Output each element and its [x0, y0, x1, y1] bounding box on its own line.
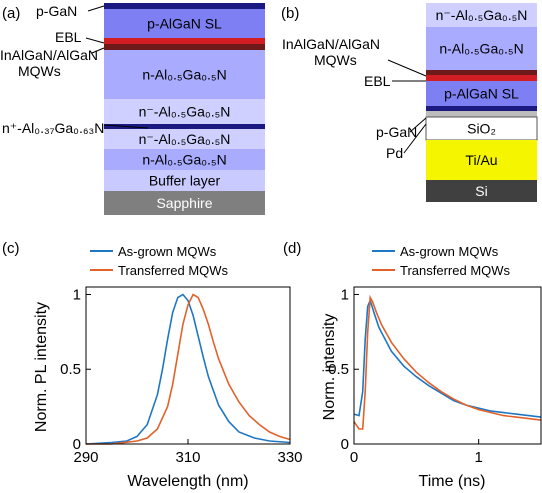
panel-c-legend: As-grown MQWs Transferred MQWs: [90, 244, 229, 278]
a-layer-10: [104, 191, 265, 215]
panel_c-xtick-0: 290: [73, 449, 98, 466]
a-layer-label-4: n-Al₀.₅Ga₀.₅N: [142, 67, 226, 83]
panel-b-tag: (b): [281, 5, 299, 22]
a-layer-4: [104, 50, 265, 99]
a-layer-7: [104, 129, 265, 149]
panel_c-ytick-1: 0.5: [60, 361, 81, 378]
panel-a-tag: (a): [2, 5, 20, 22]
callout-pd: Pd: [386, 145, 403, 161]
panel-d-legend: As-grown MQWs Transferred MQWs: [372, 244, 511, 278]
panel_c-ytick-0: 0: [73, 436, 81, 453]
panel_d-series-as-grown: [353, 298, 542, 418]
layer-stack-a: p-AlGaN SL n-Al₀.₅Ga₀.₅N n⁻-Al₀.₅Ga₀.₅N n⁻-…: [104, 3, 265, 215]
a-layer-8: [104, 149, 265, 170]
b-layer-5: [426, 106, 537, 111]
callout-n-plus-algan: n⁺-Al₀.₃₇Ga₀.₆₃N: [2, 120, 104, 136]
legend-transferred-c: Transferred MQWs: [118, 263, 229, 278]
b-layer-label-7: SiO₂: [467, 121, 496, 137]
a-layer-label-9: Buffer layer: [149, 173, 221, 189]
panel_d-axes-frame: [353, 286, 542, 445]
panel_d-xtick-1: 1: [474, 449, 482, 466]
panel-d-tag: (d): [283, 240, 301, 257]
callout-p-gan-a: p-GaN: [36, 3, 77, 19]
a-layer-label-1: p-AlGaN SL: [147, 16, 222, 32]
callout-mqw-b-line1: InAlGaN/AlGaN: [282, 36, 380, 52]
a-layer-6: [104, 124, 265, 129]
panel-a: (a) p-AlGaN SL n-Al₀.₅Ga₀.₅N n⁻-Al₀.₅Ga₀.₅…: [0, 3, 265, 215]
b-layer-label-0: n⁻-Al₀.₅Ga₀.₅N: [436, 7, 528, 23]
b-layer-label-4: p-AlGaN SL: [444, 86, 519, 102]
callout-line-pd: [403, 123, 427, 154]
b-layer-6: [426, 111, 537, 117]
b-layer-label-9: Si: [475, 183, 487, 199]
a-layer-label-8: n-Al₀.₅Ga₀.₅N: [142, 152, 226, 168]
callout-line-p-gan-b: [409, 117, 427, 133]
callout-mqw-a-line2: MQWs: [18, 63, 61, 79]
panel_d-ytick-2: 1: [341, 286, 349, 303]
panel_d-series-transferred: [353, 294, 542, 430]
callout-p-gan-b: p-GaN: [376, 124, 417, 140]
callout-line-p-gan-a: [87, 5, 105, 12]
a-layer-label-10: Sapphire: [156, 195, 212, 211]
b-layer-2: [426, 70, 537, 75]
panel_d-ytick-1: 0.5: [328, 361, 349, 378]
layer-stack-b: n⁻-Al₀.₅Ga₀.₅N n-Al₀.₅Ga₀.₅N p-AlGaN SL SiO…: [425, 3, 538, 202]
a-layer-0: [104, 3, 265, 9]
b-layer-label-8: Ti/Au: [465, 152, 497, 168]
b-layer-4: [426, 81, 537, 106]
panel-c: (c) Norm. PL intensity Wavelength (nm) A…: [2, 240, 303, 490]
legend-transferred-d: Transferred MQWs: [400, 263, 511, 278]
callout-ebl-a: EBL: [55, 29, 82, 45]
b-layer-9: [426, 180, 537, 202]
panel-d-ylabel: Norm. intensity: [321, 314, 338, 421]
b-layer-3: [426, 75, 537, 81]
panel_c-xtick-2: 330: [277, 449, 302, 466]
legend-as-grown-d: As-grown MQWs: [400, 244, 499, 259]
callout-mqw-a-line1: InAlGaN/AlGaN: [0, 47, 98, 63]
legend-as-grown-c: As-grown MQWs: [118, 244, 217, 259]
panel_c-series-transferred: [86, 293, 291, 445]
panel-d: (d) Norm. intensity Time (ns) As-grown M…: [283, 240, 542, 490]
a-layer-3: [104, 44, 265, 50]
a-layer-label-5: n⁻-Al₀.₅Ga₀.₅N: [139, 104, 231, 120]
a-layer-9: [104, 170, 265, 191]
callout-ebl-b: EBL: [364, 73, 391, 89]
panel-c-xlabel: Wavelength (nm): [127, 473, 248, 490]
panel-b: (b) n⁻-Al₀.₅Ga₀.₅N n-Al₀.₅Ga₀.₅N p-AlGaN S…: [281, 3, 538, 202]
a-layer-2: [104, 38, 265, 44]
a-layer-5: [104, 99, 265, 124]
panel_c-series-as-grown: [85, 293, 291, 445]
a-layer-1: [104, 9, 265, 38]
panel-c-tag: (c): [2, 240, 20, 257]
callout-line-n-plus: [103, 124, 149, 129]
panel_c-ytick-2: 1: [73, 286, 81, 303]
panel_c-axes-frame: [85, 286, 291, 445]
panel-d-xlabel: Time (ns): [419, 473, 486, 490]
callout-mqw-b-line2: MQWs: [314, 52, 357, 68]
panel_c-xtick-1: 310: [175, 449, 200, 466]
callout-line-mqw-b: [387, 59, 427, 77]
callout-line-mqw-a: [91, 47, 105, 54]
b-layer-0: [426, 3, 537, 27]
callout-line-ebl-a: [85, 37, 105, 44]
panel_d-ytick-0: 0: [341, 436, 349, 453]
b-layer-8: [426, 140, 537, 180]
panel-c-ylabel: Norm. PL intensity: [33, 302, 50, 432]
b-layer-label-1: n-Al₀.₅Ga₀.₅N: [439, 41, 523, 57]
b-layer-1: [426, 27, 537, 70]
panel_d-xtick-0: 0: [350, 449, 358, 466]
a-layer-label-7: n⁻-Al₀.₅Ga₀.₅N: [139, 131, 231, 147]
